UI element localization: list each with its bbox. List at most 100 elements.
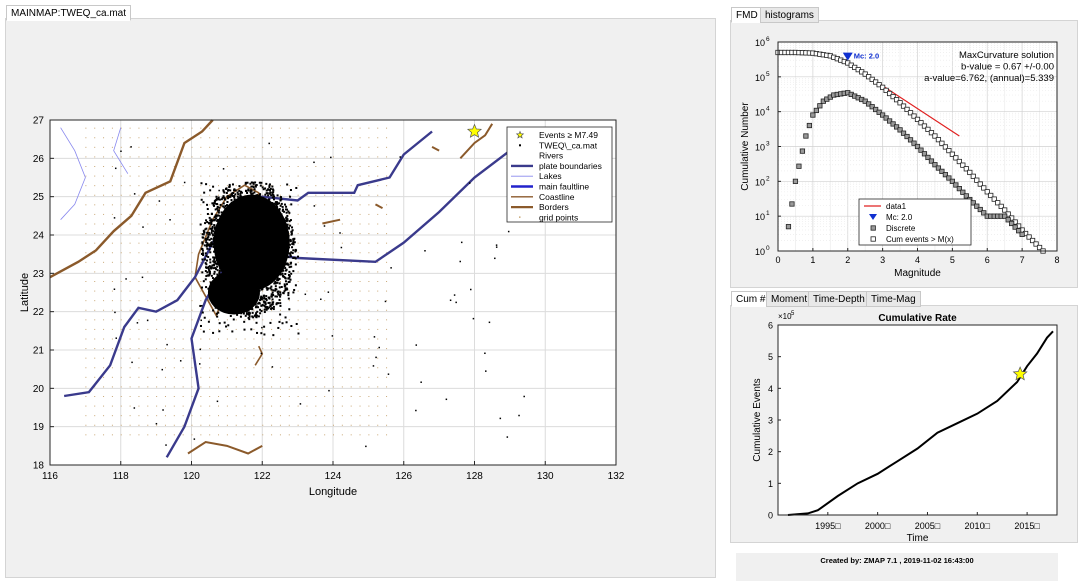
event-dot bbox=[203, 244, 206, 247]
map-axes[interactable]: 116 118 120 122 124 126 128 130 1321819202122232… bbox=[19, 116, 625, 499]
grid-point bbox=[156, 367, 158, 369]
grid-point bbox=[200, 242, 202, 244]
cum-events-marker bbox=[946, 147, 952, 154]
rivers-line bbox=[60, 127, 86, 220]
event-dot bbox=[495, 244, 498, 246]
grid-point bbox=[279, 319, 281, 321]
grid-point bbox=[341, 281, 343, 282]
grid-point bbox=[218, 166, 220, 167]
event-dot bbox=[248, 318, 251, 321]
grid-point bbox=[279, 175, 281, 177]
grid-point bbox=[226, 146, 228, 148]
event-dot bbox=[288, 220, 291, 223]
event-dot bbox=[208, 272, 211, 275]
grid-point bbox=[111, 405, 113, 407]
event-dot bbox=[215, 197, 218, 200]
grid-point bbox=[111, 348, 113, 350]
event-dot bbox=[272, 289, 275, 292]
event-dot bbox=[253, 188, 256, 191]
grid-point bbox=[200, 213, 202, 215]
grid-point bbox=[288, 367, 290, 369]
event-dot bbox=[281, 322, 284, 325]
tab-time-depth[interactable]: Time-Depth bbox=[808, 291, 870, 307]
event-dot bbox=[259, 308, 262, 311]
grid-point bbox=[253, 166, 255, 167]
grid-point bbox=[94, 424, 96, 426]
event-dot bbox=[270, 288, 273, 291]
event-dot bbox=[287, 263, 290, 266]
event-dot bbox=[278, 320, 281, 323]
grid-point bbox=[147, 233, 149, 235]
event-dot bbox=[280, 198, 283, 201]
event-dot bbox=[271, 298, 274, 301]
grid-point bbox=[182, 185, 184, 187]
grid-point bbox=[341, 204, 343, 206]
event-dot bbox=[289, 255, 292, 258]
x-tick-label: 2005□ bbox=[915, 521, 941, 531]
discrete-marker bbox=[880, 112, 886, 118]
event-dot bbox=[201, 242, 204, 245]
event-dot bbox=[291, 246, 294, 249]
grid-point bbox=[253, 415, 255, 417]
event-dot bbox=[270, 295, 273, 298]
tab-time-mag[interactable]: Time-Mag bbox=[866, 291, 921, 307]
event-dot bbox=[216, 214, 219, 217]
grid-point bbox=[129, 213, 131, 215]
grid-point bbox=[368, 348, 370, 350]
grid-point bbox=[164, 348, 166, 350]
event-dot bbox=[292, 270, 295, 273]
grid-point bbox=[164, 242, 166, 244]
event-dot bbox=[272, 305, 275, 308]
event-dot bbox=[288, 270, 291, 273]
map-figure: 116 118 120 122 124 126 128 130 1321819202122232… bbox=[19, 116, 625, 499]
discrete-marker bbox=[939, 168, 945, 174]
grid-point bbox=[226, 338, 228, 340]
event-dot bbox=[265, 182, 268, 185]
grid-point bbox=[103, 233, 105, 235]
event-dot bbox=[284, 269, 287, 272]
event-dot bbox=[292, 241, 295, 244]
grid-point bbox=[315, 137, 317, 139]
grid-point bbox=[200, 424, 202, 426]
grid-point bbox=[173, 261, 175, 263]
grid-point bbox=[173, 328, 175, 330]
grid-point bbox=[333, 328, 334, 330]
cum-events-marker bbox=[883, 87, 889, 94]
grid-point bbox=[129, 338, 131, 340]
grid-point bbox=[138, 376, 140, 378]
grid-point bbox=[377, 424, 379, 426]
tab-histograms[interactable]: histograms bbox=[760, 7, 819, 23]
event-dot bbox=[387, 373, 390, 375]
grid-point bbox=[315, 185, 317, 187]
event-dot bbox=[270, 293, 273, 296]
grid-point bbox=[306, 396, 308, 397]
x-tick-label: 0 bbox=[775, 255, 780, 265]
y-exponent-label: ×10 bbox=[778, 312, 792, 321]
tab-mainmap[interactable]: MAINMAP:TWEQ_ca.mat bbox=[6, 5, 132, 21]
event-dot bbox=[215, 217, 218, 220]
event-dot bbox=[255, 316, 258, 319]
grid-point bbox=[333, 127, 334, 129]
event-dot bbox=[459, 260, 461, 263]
legend-star-icon bbox=[515, 130, 525, 139]
event-dot bbox=[136, 322, 139, 324]
grid-point bbox=[368, 166, 370, 167]
event-dot bbox=[207, 266, 210, 269]
tab-moment[interactable]: Moment bbox=[766, 291, 813, 307]
grid-point bbox=[138, 175, 140, 177]
event-dot bbox=[210, 219, 213, 222]
event-dot bbox=[230, 199, 233, 202]
event-dot bbox=[236, 195, 239, 198]
event-dot bbox=[259, 297, 262, 300]
cum-events-marker bbox=[981, 185, 987, 191]
discrete-marker bbox=[932, 162, 938, 168]
grid-point bbox=[147, 213, 149, 215]
tab-fmd[interactable]: FMD bbox=[731, 7, 763, 23]
event-dot bbox=[294, 284, 297, 287]
event-dot bbox=[247, 316, 250, 319]
